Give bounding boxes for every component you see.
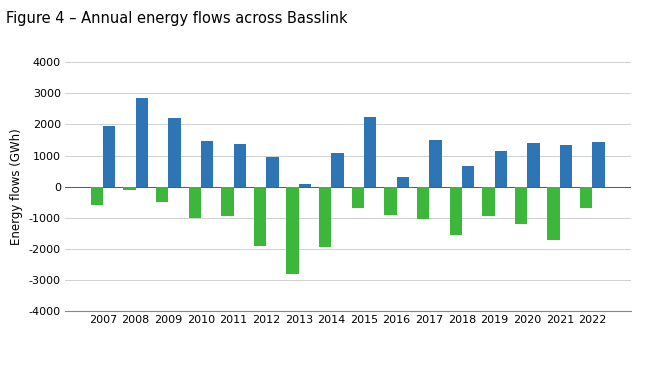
Bar: [254, 187, 266, 246]
Bar: [233, 144, 246, 187]
Bar: [560, 145, 572, 187]
Bar: [188, 187, 201, 218]
Bar: [592, 142, 604, 187]
Bar: [319, 187, 332, 247]
Bar: [221, 187, 233, 216]
Bar: [136, 98, 148, 187]
Bar: [332, 153, 344, 187]
Bar: [547, 187, 560, 239]
Bar: [299, 184, 311, 187]
Bar: [364, 117, 376, 187]
Bar: [515, 187, 527, 224]
Bar: [91, 187, 103, 205]
Bar: [156, 187, 168, 202]
Bar: [103, 126, 116, 187]
Bar: [384, 187, 396, 214]
Bar: [124, 187, 136, 190]
Bar: [201, 141, 213, 187]
Text: Figure 4 – Annual energy flows across Basslink: Figure 4 – Annual energy flows across Ba…: [6, 11, 348, 26]
Bar: [352, 187, 364, 209]
Bar: [396, 178, 409, 187]
Bar: [527, 143, 540, 187]
Y-axis label: Energy flows (GWh): Energy flows (GWh): [10, 128, 23, 245]
Bar: [429, 140, 442, 187]
Bar: [462, 165, 474, 187]
Bar: [287, 187, 299, 274]
Bar: [495, 151, 507, 187]
Bar: [417, 187, 429, 219]
Bar: [482, 187, 495, 216]
Legend: Tasmania to Victoria (GWh), Victoria to Tasmania (GWh): Tasmania to Victoria (GWh), Victoria to …: [164, 362, 531, 366]
Bar: [580, 187, 592, 209]
Bar: [450, 187, 462, 235]
Bar: [168, 118, 181, 187]
Bar: [266, 157, 279, 187]
